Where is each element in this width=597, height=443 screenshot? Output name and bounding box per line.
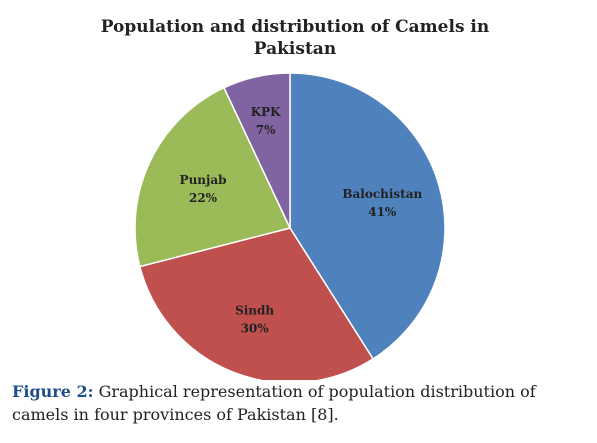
pie-slice-punjab <box>134 86 292 268</box>
pie-slice-balochistan <box>289 72 446 360</box>
caption-text: Graphical representation of population d… <box>12 382 536 424</box>
slice-value-kpk: 7% <box>256 123 276 137</box>
slice-value-punjab: 22% <box>189 191 218 205</box>
slice-label-sindh: Sindh <box>235 303 274 317</box>
slice-label-balochistan: Balochistan <box>342 187 422 201</box>
pie-slice-sindh <box>138 227 375 380</box>
pie-slice-kpk <box>223 72 291 229</box>
caption-label: Figure 2: <box>12 382 94 401</box>
figure-caption: Figure 2: Graphical representation of po… <box>12 380 587 426</box>
slice-label-kpk: KPK <box>251 105 281 119</box>
slice-value-balochistan: 41% <box>368 205 397 219</box>
slice-value-sindh: 30% <box>241 321 270 335</box>
pie-chart: Balochistan 41% Sindh 30% Punjab 22% KPK 7% <box>134 72 446 380</box>
slice-label-punjab: Punjab <box>180 173 227 187</box>
chart-title: Population and distribution of Camels in… <box>100 17 490 59</box>
